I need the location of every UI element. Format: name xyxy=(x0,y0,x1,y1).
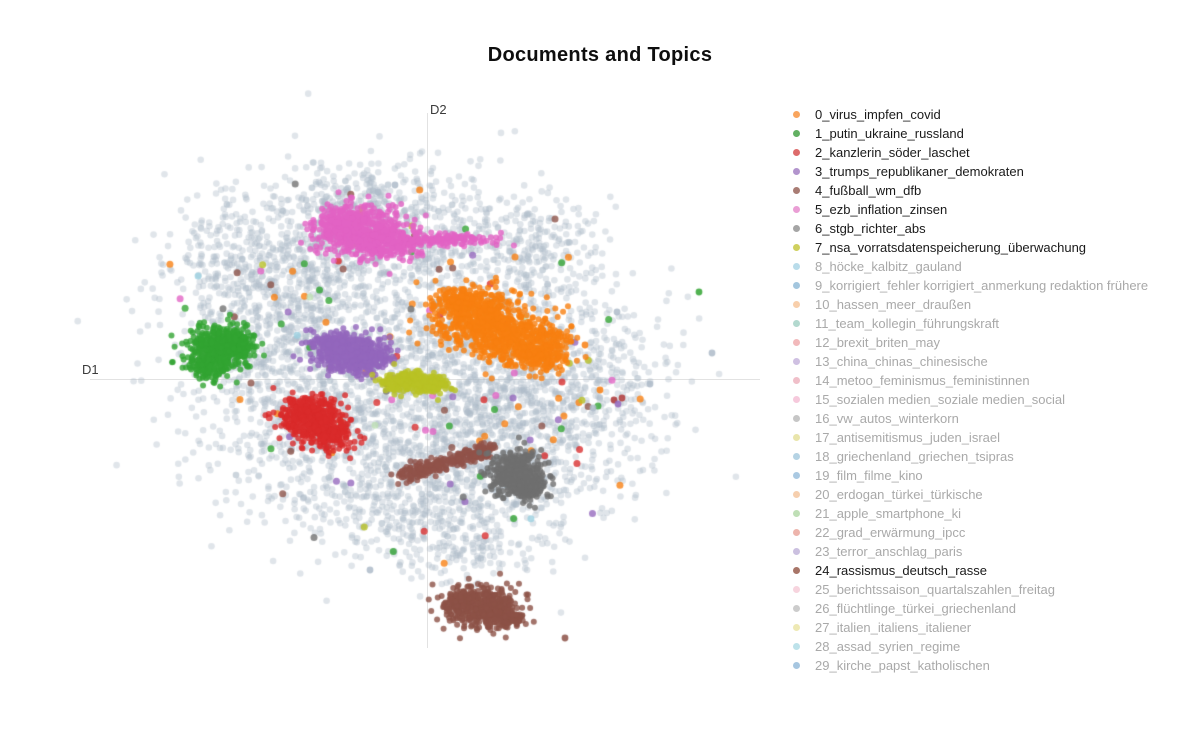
legend-item[interactable]: 7_nsa_vorratsdatenspeicherung_überwachun… xyxy=(788,238,1193,257)
legend-item[interactable]: 20_erdogan_türkei_türkische xyxy=(788,485,1193,504)
legend-item[interactable]: 13_china_chinas_chinesische xyxy=(788,352,1193,371)
legend-item-label: 5_ezb_inflation_zinsen xyxy=(815,202,948,217)
legend-item[interactable]: 3_trumps_republikaner_demokraten xyxy=(788,162,1193,181)
legend-item-label: 7_nsa_vorratsdatenspeicherung_überwachun… xyxy=(815,240,1087,255)
legend-marker-icon xyxy=(793,244,800,251)
x-axis-label: D1 xyxy=(82,362,99,377)
legend-item[interactable]: 10_hassen_meer_draußen xyxy=(788,295,1193,314)
legend-item[interactable]: 4_fußball_wm_dfb xyxy=(788,181,1193,200)
legend-marker-icon xyxy=(793,301,800,308)
legend-item-label: 25_berichtssaison_quartalszahlen_freitag xyxy=(815,582,1055,597)
legend-item[interactable]: 23_terror_anschlag_paris xyxy=(788,542,1193,561)
legend-item[interactable]: 16_vw_autos_winterkorn xyxy=(788,409,1193,428)
legend-item-label: 9_korrigiert_fehler korrigiert_anmerkung… xyxy=(815,278,1149,293)
legend-item[interactable]: 18_griechenland_griechen_tsipras xyxy=(788,447,1193,466)
legend-item-label: 27_italien_italiens_italiener xyxy=(815,620,972,635)
legend-item[interactable]: 21_apple_smartphone_ki xyxy=(788,504,1193,523)
legend-item[interactable]: 8_höcke_kalbitz_gauland xyxy=(788,257,1193,276)
y-axis-label: D2 xyxy=(430,102,447,117)
legend-item[interactable]: 28_assad_syrien_regime xyxy=(788,637,1193,656)
legend-item-label: 12_brexit_briten_may xyxy=(815,335,941,350)
legend-item-label: 18_griechenland_griechen_tsipras xyxy=(815,449,1014,464)
legend-item[interactable]: 26_flüchtlinge_türkei_griechenland xyxy=(788,599,1193,618)
legend-item-label: 19_film_filme_kino xyxy=(815,468,923,483)
legend-item-label: 15_sozialen medien_soziale medien_social xyxy=(815,392,1066,407)
legend-marker-icon xyxy=(793,149,800,156)
legend-item-label: 4_fußball_wm_dfb xyxy=(815,183,922,198)
legend-marker-icon xyxy=(793,453,800,460)
legend-item[interactable]: 19_film_filme_kino xyxy=(788,466,1193,485)
legend-marker-icon xyxy=(793,472,800,479)
legend: 0_virus_impfen_covid 1_putin_ukraine_russ… xyxy=(788,105,1193,674)
legend-item[interactable]: 22_grad_erwärmung_ipcc xyxy=(788,523,1193,542)
legend-marker-icon xyxy=(793,130,800,137)
legend-marker-icon xyxy=(793,510,800,517)
legend-item[interactable]: 9_korrigiert_fehler korrigiert_anmerkung… xyxy=(788,276,1193,295)
legend-marker-icon xyxy=(793,187,800,194)
legend-item-label: 23_terror_anschlag_paris xyxy=(815,544,963,559)
legend-marker-icon xyxy=(793,358,800,365)
legend-item[interactable]: 25_berichtssaison_quartalszahlen_freitag xyxy=(788,580,1193,599)
legend-item[interactable]: 5_ezb_inflation_zinsen xyxy=(788,200,1193,219)
legend-item-label: 0_virus_impfen_covid xyxy=(815,107,941,122)
legend-marker-icon xyxy=(793,320,800,327)
legend-item-label: 16_vw_autos_winterkorn xyxy=(815,411,959,426)
legend-item-label: 28_assad_syrien_regime xyxy=(815,639,961,654)
legend-marker-icon xyxy=(793,225,800,232)
legend-item-label: 6_stgb_richter_abs xyxy=(815,221,926,236)
legend-item-label: 22_grad_erwärmung_ipcc xyxy=(815,525,966,540)
legend-marker-icon xyxy=(793,643,800,650)
legend-marker-icon xyxy=(793,263,800,270)
legend-marker-icon xyxy=(793,567,800,574)
legend-item[interactable]: 15_sozialen medien_soziale medien_social xyxy=(788,390,1193,409)
legend-marker-icon xyxy=(793,415,800,422)
legend-item[interactable]: 6_stgb_richter_abs xyxy=(788,219,1193,238)
legend-marker-icon xyxy=(793,624,800,631)
legend-item-label: 8_höcke_kalbitz_gauland xyxy=(815,259,962,274)
legend-item-label: 2_kanzlerin_söder_laschet xyxy=(815,145,970,160)
legend-marker-icon xyxy=(793,491,800,498)
legend-marker-icon xyxy=(793,662,800,669)
legend-marker-icon xyxy=(793,168,800,175)
legend-item[interactable]: 11_team_kollegin_führungskraft xyxy=(788,314,1193,333)
legend-item[interactable]: 12_brexit_briten_may xyxy=(788,333,1193,352)
legend-item[interactable]: 27_italien_italiens_italiener xyxy=(788,618,1193,637)
legend-item-label: 26_flüchtlinge_türkei_griechenland xyxy=(815,601,1016,616)
legend-item-label: 3_trumps_republikaner_demokraten xyxy=(815,164,1024,179)
legend-item-label: 20_erdogan_türkei_türkische xyxy=(815,487,983,502)
legend-item-label: 11_team_kollegin_führungskraft xyxy=(815,316,1000,331)
legend-item-label: 29_kirche_papst_katholischen xyxy=(815,658,990,673)
legend-item[interactable]: 17_antisemitismus_juden_israel xyxy=(788,428,1193,447)
legend-item-label: 17_antisemitismus_juden_israel xyxy=(815,430,1000,445)
legend-item[interactable]: 24_rassismus_deutsch_rasse xyxy=(788,561,1193,580)
legend-item[interactable]: 1_putin_ukraine_russland xyxy=(788,124,1193,143)
legend-marker-icon xyxy=(793,529,800,536)
legend-item[interactable]: 0_virus_impfen_covid xyxy=(788,105,1193,124)
legend-marker-icon xyxy=(793,586,800,593)
legend-item-label: 13_china_chinas_chinesische xyxy=(815,354,988,369)
legend-item[interactable]: 29_kirche_papst_katholischen xyxy=(788,656,1193,674)
legend-item[interactable]: 14_metoo_feminismus_feministinnen xyxy=(788,371,1193,390)
legend-marker-icon xyxy=(793,434,800,441)
legend-marker-icon xyxy=(793,111,800,118)
legend-marker-icon xyxy=(793,548,800,555)
legend-item-label: 1_putin_ukraine_russland xyxy=(815,126,964,141)
legend-marker-icon xyxy=(793,605,800,612)
legend-item-label: 24_rassismus_deutsch_rasse xyxy=(815,563,987,578)
legend-marker-icon xyxy=(793,339,800,346)
legend-marker-icon xyxy=(793,396,800,403)
legend-item-label: 21_apple_smartphone_ki xyxy=(815,506,961,521)
legend-marker-icon xyxy=(793,206,800,213)
legend-item-label: 10_hassen_meer_draußen xyxy=(815,297,972,312)
legend-marker-icon xyxy=(793,377,800,384)
legend-item-label: 14_metoo_feminismus_feministinnen xyxy=(815,373,1030,388)
legend-item[interactable]: 2_kanzlerin_söder_laschet xyxy=(788,143,1193,162)
legend-marker-icon xyxy=(793,282,800,289)
